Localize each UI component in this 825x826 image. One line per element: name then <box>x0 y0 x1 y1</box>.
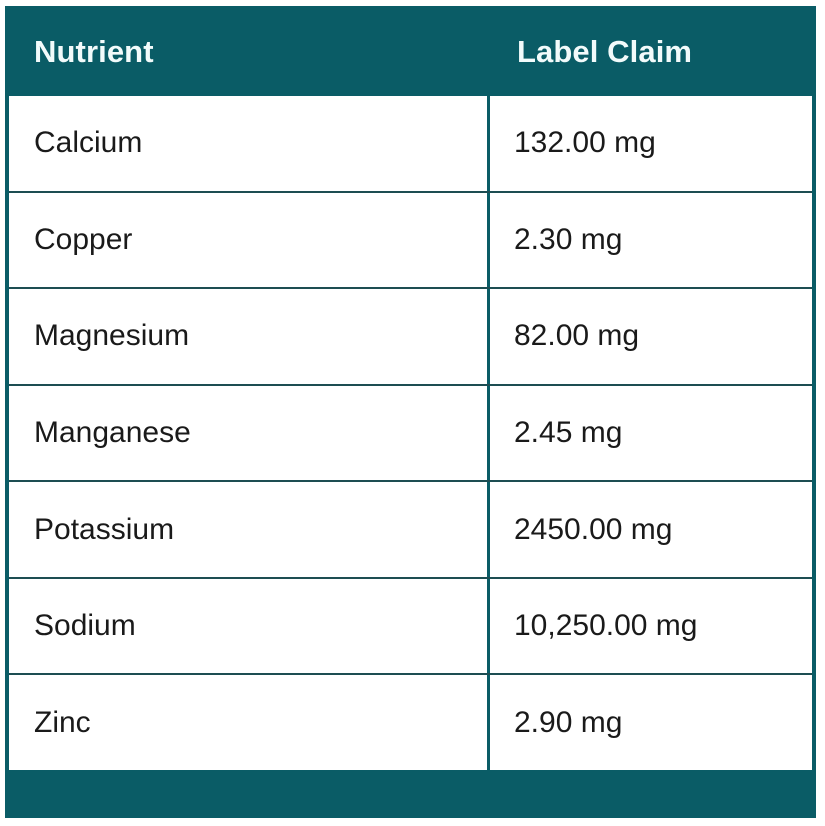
cell-label-claim: 82.00 mg <box>514 319 640 353</box>
cell-nutrient-name: Calcium <box>9 96 490 191</box>
cell-nutrient-name: Magnesium <box>9 289 490 384</box>
table-row: Magnesium 82.00 mg <box>9 289 812 386</box>
table-row: Calcium 132.00 mg <box>9 96 812 193</box>
table-footer-bar <box>9 772 812 814</box>
cell-label-claim: 2.30 mg <box>514 222 623 256</box>
cell-nutrient-name: Potassium <box>9 482 490 577</box>
cell-nutrient-name: Manganese <box>9 385 490 481</box>
cell-label-claim: 10,250.00 mg <box>514 609 698 643</box>
column-header-label-claim: Label Claim <box>517 34 693 69</box>
table-row: Zinc 2.90 mg <box>9 675 812 771</box>
nutrient-label-claim-table: Nutrient Label Claim Calcium 132.00 mg C… <box>5 6 816 818</box>
cell-nutrient-name: Zinc <box>9 675 490 771</box>
column-header-nutrient: Nutrient <box>34 34 154 69</box>
table-row: Potassium 2450.00 mg <box>9 482 812 579</box>
cell-nutrient-name: Copper <box>9 192 490 288</box>
table-row: Manganese 2.45 mg <box>9 385 812 483</box>
table-body: Calcium 132.00 mg Copper 2.30 mg Magnesi… <box>9 94 812 772</box>
cell-label-claim: 132.00 mg <box>514 126 656 160</box>
cell-label-claim: 2.45 mg <box>514 416 623 450</box>
cell-label-claim: 2.90 mg <box>514 705 623 739</box>
cell-label-claim: 2450.00 mg <box>514 512 673 546</box>
table-header-row: Nutrient Label Claim <box>9 10 812 94</box>
table-row: Sodium 10,250.00 mg <box>9 578 812 676</box>
cell-nutrient-name: Sodium <box>9 578 490 674</box>
table-row: Copper 2.30 mg <box>9 192 812 290</box>
